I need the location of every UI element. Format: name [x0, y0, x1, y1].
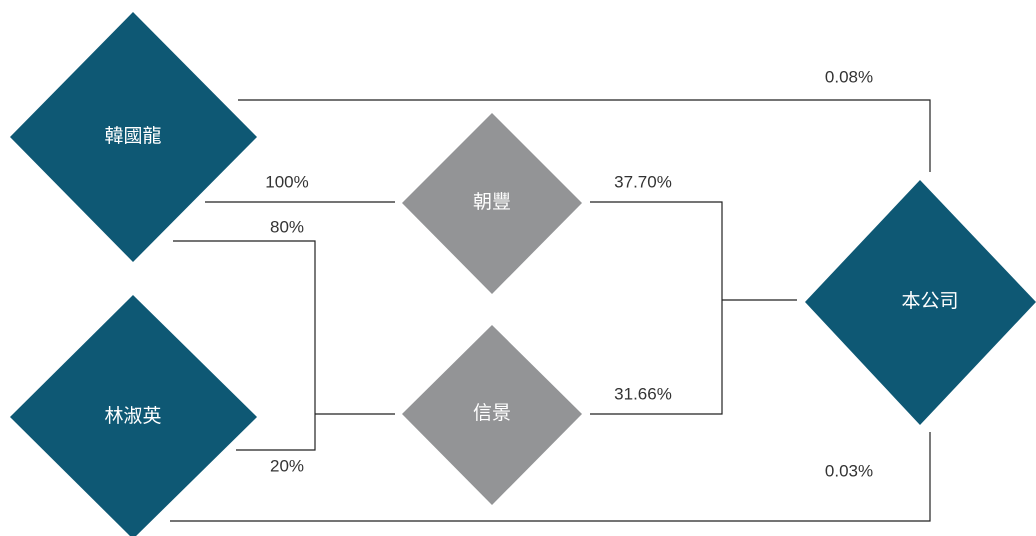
- edge-label: 37.70%: [614, 172, 672, 191]
- node-label: 朝豐: [473, 191, 511, 213]
- node-shape: [10, 12, 257, 262]
- node-label: 本公司: [901, 290, 958, 312]
- connector: [238, 99, 931, 172]
- edge-label: 0.08%: [825, 67, 873, 86]
- node-label: 韓國龍: [104, 125, 161, 147]
- edge-label: 31.66%: [614, 384, 672, 403]
- node-label: 信景: [473, 402, 511, 424]
- edge-label: 20%: [270, 456, 304, 475]
- connector: [590, 201, 723, 415]
- node-label: 林淑英: [104, 405, 161, 427]
- edge-label: 100%: [265, 172, 308, 191]
- connector: [173, 240, 316, 451]
- node-shape: [10, 295, 257, 536]
- node-shape: [402, 113, 582, 294]
- node-shape: [805, 180, 1036, 425]
- node-shape: [402, 325, 582, 505]
- edge-label: 0.03%: [825, 461, 873, 480]
- connector: [170, 432, 931, 522]
- connectors: [170, 99, 931, 522]
- edge-label: 80%: [270, 217, 304, 236]
